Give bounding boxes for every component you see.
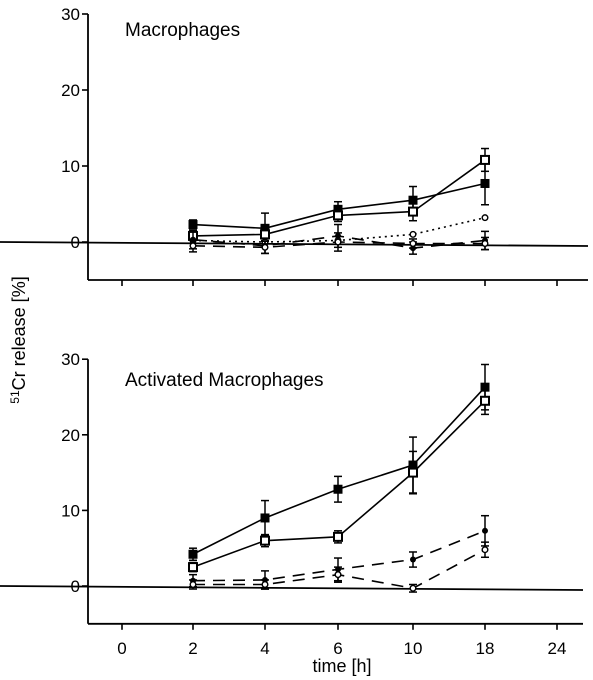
data-point [409,240,417,248]
panel-title: Activated Macrophages [125,370,324,391]
data-point [482,527,488,534]
zero-line [0,241,589,247]
x-tick-label: 6 [333,639,342,658]
data-point [333,210,343,221]
zero-line [0,585,584,591]
data-point [188,562,198,573]
data-point [481,214,489,222]
y-tick-label: 30 [61,5,80,24]
y-tick-label: 10 [61,501,80,520]
x-axis-label: time [h] [312,656,371,676]
panel-title: Macrophages [125,20,240,41]
data-point [334,571,342,579]
data-point [410,556,416,563]
y-tick-label: 0 [71,577,80,596]
data-point [189,580,197,588]
data-point [260,229,270,240]
y-axis-label-superscript: 51 [8,390,22,404]
data-point [333,531,343,542]
y-tick-label: 10 [61,157,80,176]
y-axis-label-text: Cr release [%] [9,276,29,390]
data-point [260,513,270,523]
x-tick-label: 10 [404,639,423,658]
data-point [189,242,197,250]
data-point [408,206,418,217]
data-point [333,484,343,494]
y-tick-label: 20 [61,81,80,100]
panel-macrophages: 0 10 20 30 Macrophages [0,5,589,286]
y-tick-label: 20 [61,426,80,445]
data-point [188,220,198,230]
data-point [409,584,417,592]
data-point [408,195,418,205]
data-point [334,238,342,246]
data-point [481,240,489,248]
data-point [261,243,269,251]
y-axis-label: 51Cr release [%] [8,276,29,403]
series-line [192,400,486,568]
data-point [188,549,198,559]
data-point [480,178,490,188]
data-point [408,467,418,478]
y-tick-label: 0 [71,233,80,252]
series-line [192,386,486,555]
data-point [409,230,417,238]
x-tick-label: 0 [117,639,126,658]
data-point [260,535,270,546]
x-tick-label: 4 [260,639,269,658]
data-point [261,580,269,588]
y-tick-label: 30 [61,350,80,369]
x-tick-label: 2 [188,639,197,658]
x-tick-label: 18 [476,639,495,658]
x-tick-label: 24 [548,639,567,658]
data-point [480,154,490,165]
data-point [480,395,490,406]
data-point [481,546,489,554]
